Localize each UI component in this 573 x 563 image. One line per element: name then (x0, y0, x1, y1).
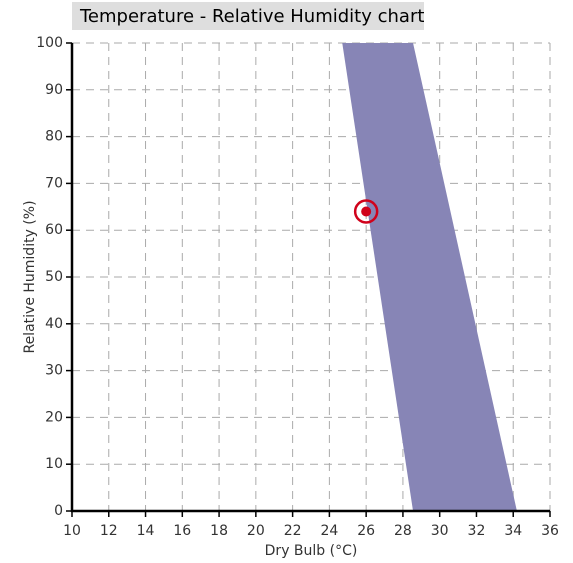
title-box (72, 2, 424, 30)
x-tick-label: 12 (100, 523, 118, 539)
y-tick-label: 80 (45, 129, 63, 145)
point-ring (353, 199, 379, 224)
x-tick-label: 24 (320, 523, 338, 539)
point (361, 206, 372, 217)
y-tick-label: 60 (45, 222, 63, 238)
y-tick-label: 20 (45, 409, 63, 425)
x-tick-label: 18 (210, 523, 228, 539)
x-tick-label: 16 (173, 523, 191, 539)
x-tick-label: 14 (137, 523, 155, 539)
y-tick-label: 50 (45, 269, 63, 285)
x-tick-label: 32 (468, 523, 486, 539)
y-axis-label: Relative Humidity (%) (22, 200, 38, 353)
x-tick-label: 28 (394, 523, 412, 539)
x-tick-label: 30 (431, 523, 449, 539)
chart-title: Temperature - Relative Humidity chart (79, 6, 424, 27)
y-tick-label: 0 (54, 503, 63, 519)
x-tick-label: 22 (284, 523, 302, 539)
x-tick-label: 34 (504, 523, 522, 539)
x-tick-label: 36 (541, 523, 559, 539)
x-axis-label: Dry Bulb (°C) (265, 543, 358, 559)
y-tick-label: 10 (45, 456, 63, 472)
y-tick-label: 40 (45, 316, 63, 332)
y-tick-label: 90 (45, 82, 63, 98)
x-tick-label: 20 (247, 523, 265, 539)
comfort-region (342, 43, 517, 511)
y-tick-label: 70 (45, 175, 63, 191)
y-tick-label: 100 (36, 35, 63, 51)
x-tick-label: 10 (63, 523, 81, 539)
y-tick-label: 30 (45, 363, 63, 379)
x-tick-label: 26 (357, 523, 375, 539)
